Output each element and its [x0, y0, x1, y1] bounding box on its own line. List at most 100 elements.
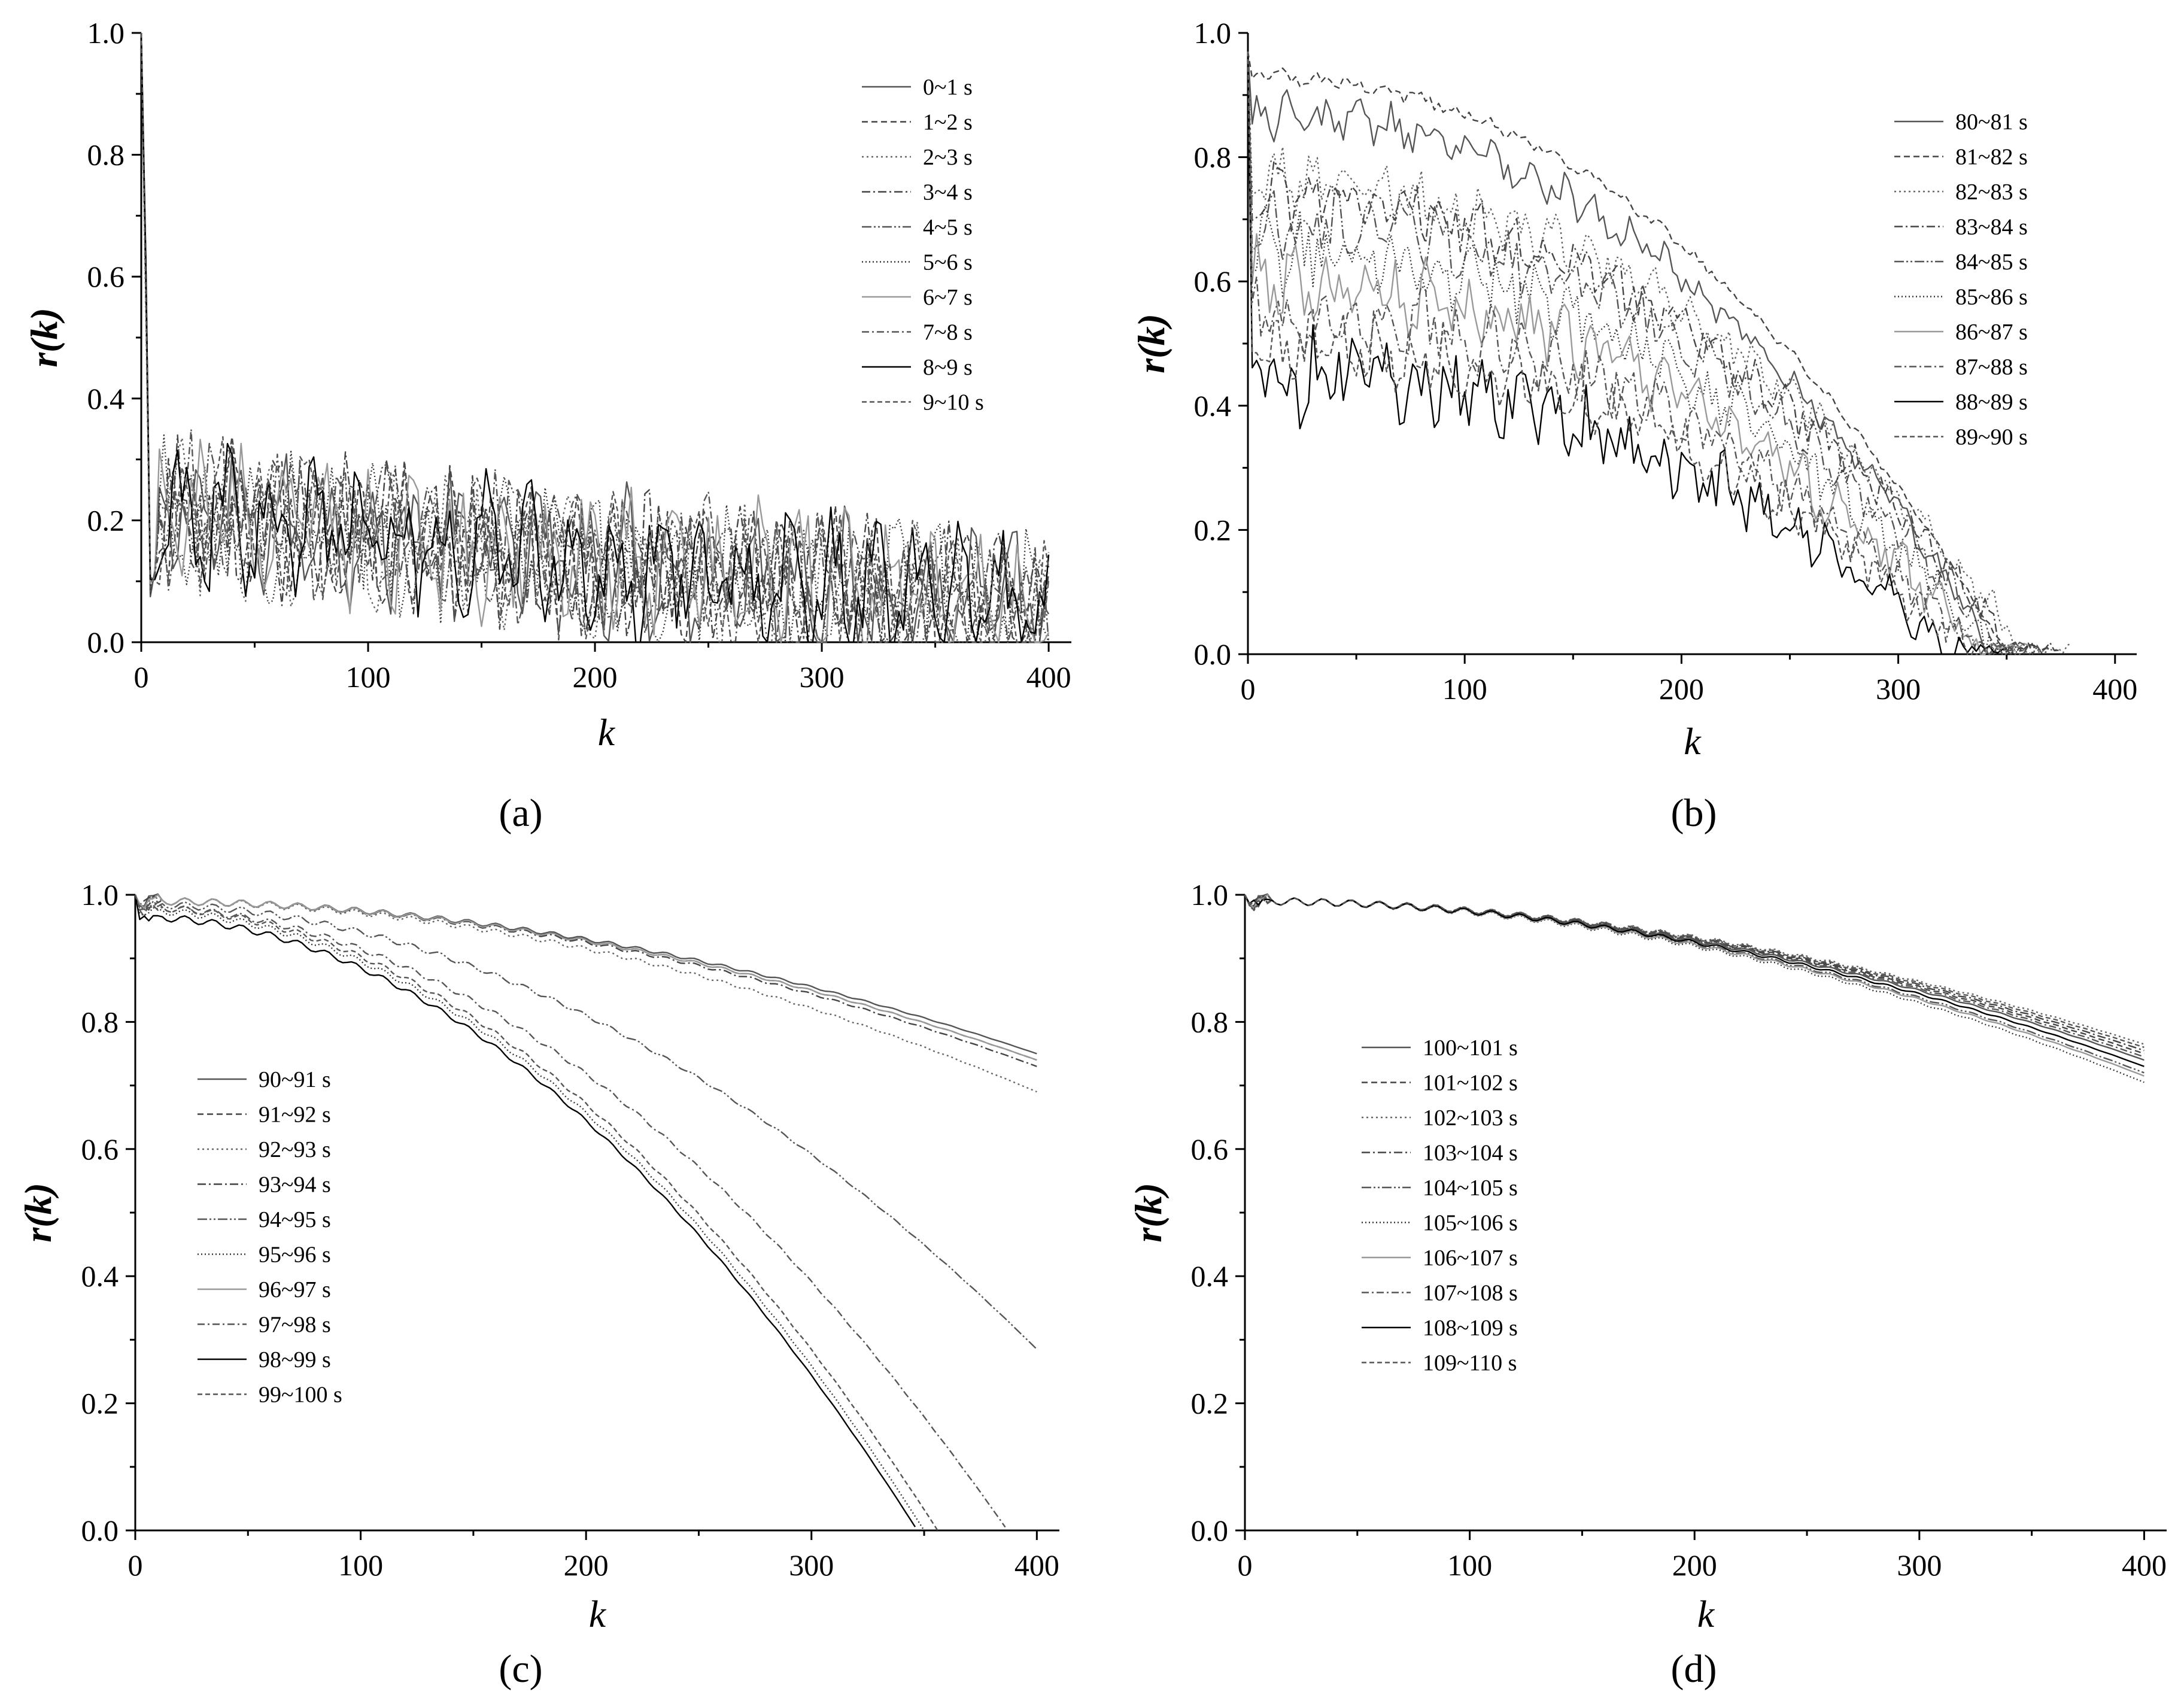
- series-line: [1247, 51, 2016, 655]
- y-axis-label: r(k): [1127, 1183, 1170, 1243]
- legend-entry: 81~82 s: [1955, 145, 2028, 170]
- legend-entry: 4~5 s: [923, 215, 973, 240]
- legend-entry: 96~97 s: [259, 1277, 331, 1302]
- x-axis-label: k: [598, 711, 616, 754]
- y-tick-label: 0.6: [1191, 1132, 1229, 1166]
- y-tick-label: 0.4: [87, 382, 125, 415]
- series-line: [1244, 894, 2144, 1058]
- series-line: [134, 893, 1037, 1055]
- panel-label: (b): [1671, 791, 1717, 835]
- y-tick-label: 1.0: [1194, 16, 1232, 50]
- chart-panel: 0 100 200 300 400 0.0 0.2 0.4 0.6 0.8 1.0 k r(k) (d) 1…: [1127, 878, 2167, 1691]
- chart-panel: 0 100 200 300 400 0.0 0.2 0.4 0.6 0.8 1.0 k r(k) (c) 9…: [17, 878, 1059, 1691]
- legend-entry: 97~98 s: [259, 1313, 331, 1338]
- y-tick-label: 0.2: [81, 1387, 119, 1420]
- series-line: [1247, 51, 2051, 655]
- series-line: [134, 894, 1037, 1061]
- series-line: [1244, 894, 2144, 1067]
- legend-entry: 2~3 s: [923, 145, 973, 170]
- series-line: [1244, 894, 2144, 1083]
- x-tick-label: 400: [2092, 672, 2137, 706]
- series-line: [134, 894, 916, 1527]
- legend-entry: 0~1 s: [923, 75, 973, 100]
- series-line: [1247, 51, 2038, 655]
- y-tick-label: 0.2: [1194, 513, 1232, 546]
- legend-entry: 5~6 s: [923, 250, 973, 275]
- series-line: [1244, 894, 2144, 1074]
- series-line: [140, 32, 1050, 643]
- series-line: [1247, 51, 2072, 655]
- x-tick-label: 100: [338, 1548, 383, 1582]
- y-tick-label: 0.2: [1191, 1387, 1229, 1420]
- x-tick-label: 400: [2122, 1548, 2167, 1582]
- y-tick-label: 1.0: [81, 878, 119, 912]
- y-tick-label: 0.0: [1194, 637, 1232, 671]
- series-line: [134, 894, 925, 1531]
- legend-entry: 100~101 s: [1423, 1035, 1518, 1061]
- legend-entry: 95~96 s: [259, 1243, 331, 1268]
- series-line: [134, 894, 1037, 1067]
- series-line: [1244, 894, 2144, 1049]
- legend-entry: 109~110 s: [1423, 1351, 1517, 1376]
- y-tick-label: 0.0: [81, 1514, 119, 1547]
- panel-label: (a): [499, 791, 542, 835]
- series-line: [140, 32, 1050, 643]
- legend-entry: 6~7 s: [923, 285, 973, 310]
- series-line: [1247, 51, 2007, 655]
- legend-entry: 103~104 s: [1423, 1141, 1518, 1166]
- x-tick-label: 300: [789, 1548, 834, 1582]
- series-line: [134, 894, 938, 1531]
- x-tick-label: 100: [346, 660, 391, 694]
- legend-entry: 83~84 s: [1955, 215, 2028, 240]
- legend-entry: 9~10 s: [923, 390, 984, 415]
- x-tick-label: 0: [1238, 1548, 1253, 1582]
- legend-entry: 8~9 s: [923, 355, 973, 380]
- legend-entry: 84~85 s: [1955, 250, 2028, 275]
- y-axis-label: r(k): [1130, 314, 1173, 373]
- series-line: [140, 32, 1050, 643]
- y-tick-label: 0.4: [1194, 389, 1232, 423]
- x-tick-label: 300: [800, 660, 845, 694]
- legend-entry: 107~108 s: [1423, 1281, 1518, 1306]
- legend-entry: 93~94 s: [259, 1173, 331, 1198]
- series-line: [140, 32, 1050, 643]
- y-tick-label: 1.0: [87, 16, 125, 50]
- y-axis-label: r(k): [17, 1183, 59, 1243]
- x-tick-label: 400: [1026, 660, 1071, 694]
- legend-entry: 101~102 s: [1423, 1071, 1518, 1096]
- series-line: [1244, 894, 2144, 1045]
- legend-entry: 106~107 s: [1423, 1246, 1518, 1271]
- series-line: [134, 894, 1037, 1093]
- x-tick-label: 200: [1659, 672, 1704, 706]
- series-line: [140, 32, 1050, 643]
- y-tick-label: 0.4: [81, 1259, 119, 1293]
- series-line: [1247, 51, 2029, 655]
- legend-entry: 92~93 s: [259, 1137, 331, 1162]
- legend-entry: 1~2 s: [923, 110, 973, 135]
- x-tick-label: 100: [1447, 1548, 1492, 1582]
- x-axis-label: k: [1684, 720, 1702, 763]
- legend-entry: 80~81 s: [1955, 110, 2028, 135]
- x-tick-label: 200: [1672, 1548, 1717, 1582]
- y-tick-label: 0.4: [1191, 1259, 1229, 1293]
- legend-entry: 89~90 s: [1955, 425, 2028, 450]
- series-line: [140, 32, 1050, 643]
- series-line: [1244, 893, 2144, 1061]
- series-line: [134, 894, 1037, 1061]
- y-tick-label: 0.2: [87, 503, 125, 537]
- series-line: [1247, 51, 2051, 655]
- chart-panel: 0 100 200 300 400 0.0 0.2 0.4 0.6 0.8 1.0 k r(k) (a) 0…: [23, 16, 1071, 835]
- legend-entry: 105~106 s: [1423, 1211, 1518, 1236]
- legend-entry: 86~87 s: [1955, 320, 2028, 345]
- y-tick-label: 0.8: [1191, 1005, 1229, 1038]
- legend-entry: 102~103 s: [1423, 1105, 1518, 1131]
- chart-panel: 0 100 200 300 400 0.0 0.2 0.4 0.6 0.8 1.0 k r(k) (b) 8…: [1130, 16, 2137, 835]
- legend-entry: 85~86 s: [1955, 285, 2028, 310]
- legend-entry: 94~95 s: [259, 1207, 331, 1232]
- legend-entry: 90~91 s: [259, 1067, 331, 1092]
- legend-entry: 104~105 s: [1423, 1176, 1518, 1201]
- legend-entry: 3~4 s: [923, 180, 973, 205]
- x-tick-label: 200: [564, 1548, 609, 1582]
- y-tick-label: 0.8: [1194, 141, 1232, 174]
